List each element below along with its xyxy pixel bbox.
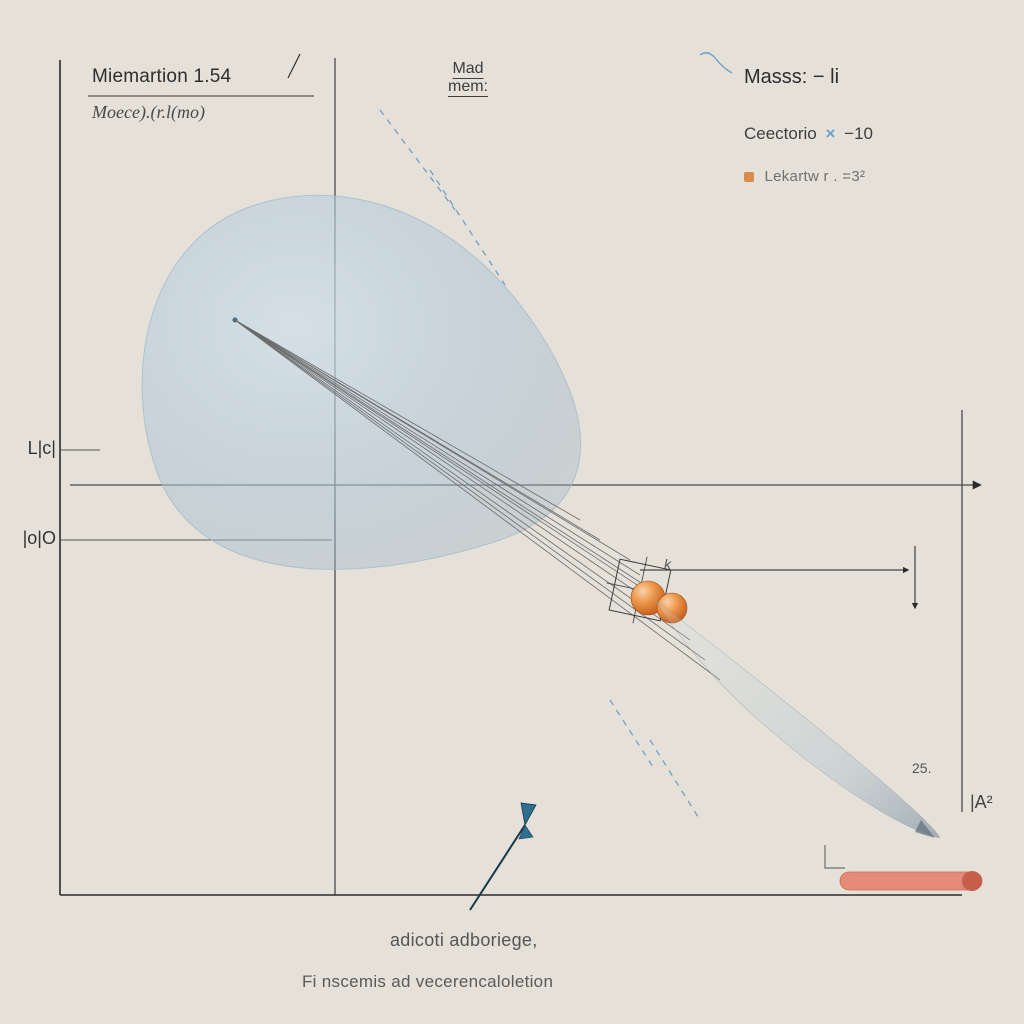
chart-title: Miemartion 1.54 — [92, 66, 231, 88]
k-label: k — [664, 556, 671, 572]
right-axis-label: |A² — [970, 792, 993, 813]
slider-bar[interactable] — [840, 871, 982, 891]
field-blob — [142, 195, 581, 569]
caption-line-1: adicoti adboriege, — [390, 930, 538, 951]
scatter-plume — [655, 600, 940, 838]
legend-marker-x-icon: × — [822, 124, 840, 143]
caption-line-2: Fi nscemis ad vecerencaloletion — [302, 972, 553, 992]
legend-row-law-val: =3² — [842, 168, 865, 185]
legend-row-law: Lekartw r . =3² — [744, 168, 865, 185]
legend-row-vector-val: −10 — [844, 124, 873, 143]
legend-row-mass: Masss: − li — [744, 66, 839, 89]
ytick-oo: |o|O — [6, 528, 56, 549]
mid-axis-label: Mad mem: — [448, 60, 488, 97]
diagram-stage: Miemartion 1.54 Moece).(r.l(mo) Mad mem:… — [0, 0, 1024, 1024]
legend-row-vector: Ceectorio × −10 — [744, 124, 873, 144]
chart-subtitle: Moece).(r.l(mo) — [92, 102, 205, 123]
legend-row-law-text: Lekartw r . — [764, 168, 837, 185]
plume-tick-label: 25. — [912, 760, 931, 776]
legend-row-vector-text: Ceectorio — [744, 124, 817, 143]
diagram-svg — [0, 0, 1024, 1024]
legend-swatch-icon — [744, 172, 754, 182]
mid-axis-label-text: Mad mem: — [448, 60, 488, 95]
ytick-lc: L|c| — [6, 438, 56, 459]
callout-pointer — [470, 803, 536, 910]
